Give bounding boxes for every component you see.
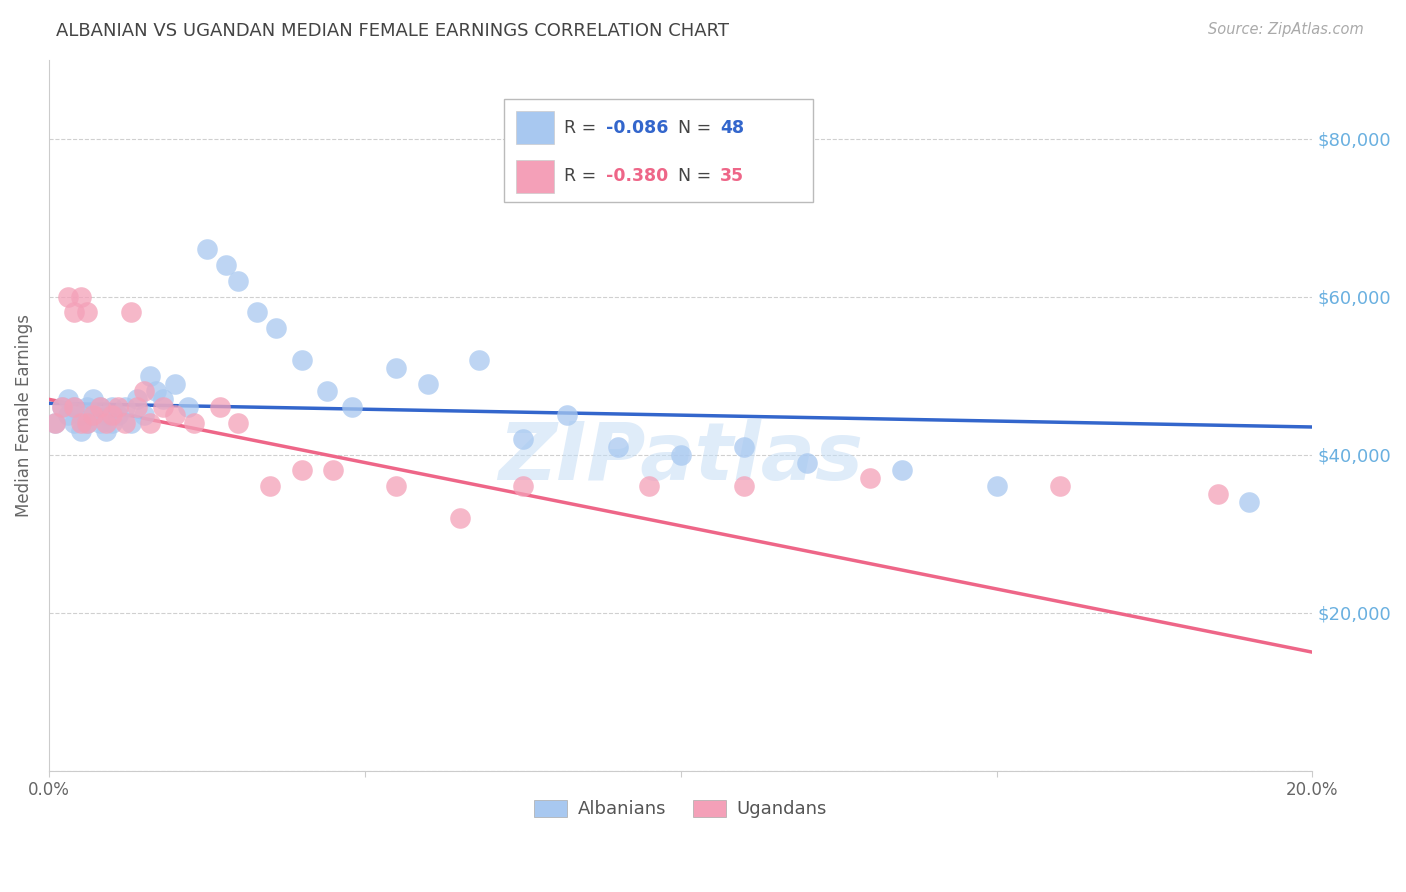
Point — [69, 290, 91, 304]
Point — [82, 392, 104, 407]
Point — [51, 401, 73, 415]
Point — [385, 479, 408, 493]
Point — [132, 408, 155, 422]
Point — [266, 321, 288, 335]
Point — [69, 424, 91, 438]
Point — [76, 416, 98, 430]
Point — [63, 401, 86, 415]
Text: -0.380: -0.380 — [606, 167, 668, 185]
Point — [44, 416, 66, 430]
Point — [94, 416, 117, 430]
FancyBboxPatch shape — [516, 112, 554, 145]
Text: Source: ZipAtlas.com: Source: ZipAtlas.com — [1208, 22, 1364, 37]
Point — [132, 384, 155, 399]
Point — [44, 416, 66, 430]
Point — [120, 416, 142, 430]
Point — [120, 305, 142, 319]
Point — [145, 384, 167, 399]
Point — [1206, 487, 1229, 501]
Point — [890, 463, 912, 477]
Point — [114, 416, 136, 430]
Point — [1049, 479, 1071, 493]
FancyBboxPatch shape — [503, 99, 813, 202]
Point — [82, 408, 104, 422]
Point — [467, 352, 489, 367]
Point — [89, 401, 111, 415]
Y-axis label: Median Female Earnings: Median Female Earnings — [15, 314, 32, 516]
Point — [152, 401, 174, 415]
Point — [1237, 495, 1260, 509]
Point — [416, 376, 439, 391]
Point — [89, 416, 111, 430]
Point — [51, 401, 73, 415]
Point — [183, 416, 205, 430]
Point — [63, 416, 86, 430]
Point — [986, 479, 1008, 493]
Point — [94, 408, 117, 422]
Point — [733, 440, 755, 454]
Point — [152, 392, 174, 407]
Point — [56, 408, 79, 422]
Point — [449, 511, 471, 525]
Point — [215, 258, 238, 272]
Text: N =: N = — [678, 119, 717, 136]
Point — [228, 416, 250, 430]
Point — [69, 408, 91, 422]
Text: ZIPatlas: ZIPatlas — [498, 419, 863, 497]
Point — [340, 401, 363, 415]
Point — [512, 479, 534, 493]
Point — [638, 479, 661, 493]
Point — [291, 463, 314, 477]
Point — [89, 401, 111, 415]
Point — [228, 274, 250, 288]
Point — [512, 432, 534, 446]
Point — [291, 352, 314, 367]
Point — [63, 401, 86, 415]
Point — [208, 401, 231, 415]
Point — [56, 392, 79, 407]
Point — [101, 401, 124, 415]
Point — [555, 408, 578, 422]
Point — [139, 368, 162, 383]
Point — [107, 408, 129, 422]
Point — [56, 290, 79, 304]
Text: ALBANIAN VS UGANDAN MEDIAN FEMALE EARNINGS CORRELATION CHART: ALBANIAN VS UGANDAN MEDIAN FEMALE EARNIN… — [56, 22, 730, 40]
Point — [107, 401, 129, 415]
Point — [165, 376, 187, 391]
Text: -0.086: -0.086 — [606, 119, 668, 136]
Point — [82, 408, 104, 422]
Point — [94, 424, 117, 438]
Text: N =: N = — [678, 167, 717, 185]
Point — [733, 479, 755, 493]
Point — [69, 416, 91, 430]
Text: R =: R = — [564, 167, 602, 185]
Text: 48: 48 — [720, 119, 744, 136]
Point — [165, 408, 187, 422]
Text: R =: R = — [564, 119, 602, 136]
Point — [246, 305, 269, 319]
Point — [177, 401, 200, 415]
Point — [606, 440, 628, 454]
Point — [859, 471, 882, 485]
Point — [259, 479, 281, 493]
Point — [195, 242, 218, 256]
Point — [101, 408, 124, 422]
Point — [127, 392, 149, 407]
Point — [127, 401, 149, 415]
Point — [63, 305, 86, 319]
Point — [385, 360, 408, 375]
Point — [114, 401, 136, 415]
Point — [139, 416, 162, 430]
Point — [76, 401, 98, 415]
Legend: Albanians, Ugandans: Albanians, Ugandans — [527, 792, 834, 826]
Point — [796, 456, 818, 470]
FancyBboxPatch shape — [516, 160, 554, 193]
Text: 35: 35 — [720, 167, 744, 185]
Point — [316, 384, 339, 399]
Point — [76, 416, 98, 430]
Point — [76, 305, 98, 319]
Point — [669, 448, 692, 462]
Point — [101, 416, 124, 430]
Point — [322, 463, 344, 477]
